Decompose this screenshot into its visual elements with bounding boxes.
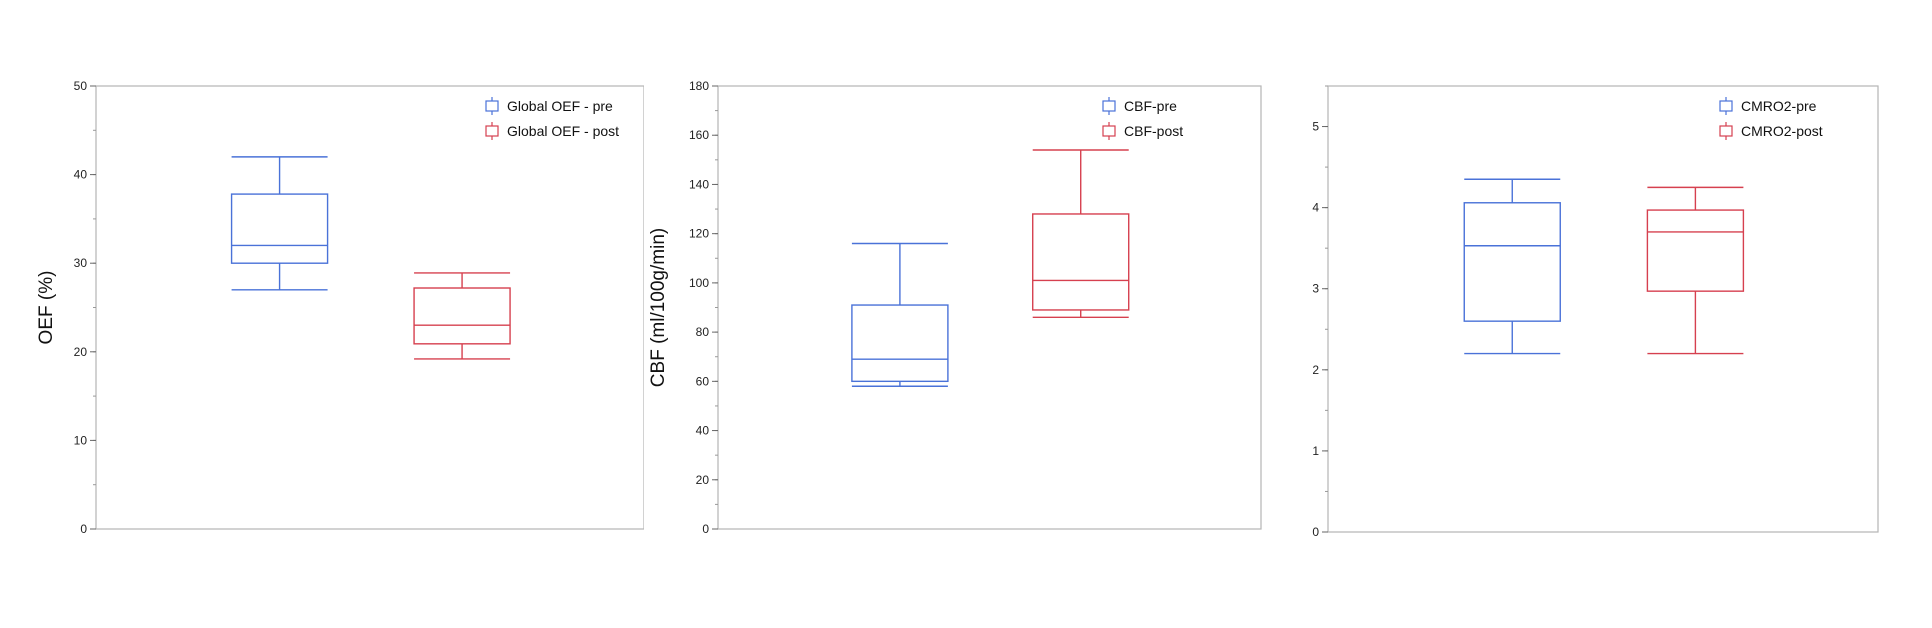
y-tick-label: 3 (1312, 282, 1319, 296)
iqr-box (1646, 209, 1745, 292)
legend-label: CBF-post (1124, 123, 1183, 139)
y-tick-label: 20 (696, 473, 710, 487)
legend-swatch (1719, 100, 1733, 112)
y-tick-label: 20 (74, 345, 88, 359)
y-tick-label: 60 (696, 374, 710, 388)
legend-label: Global OEF - post (507, 123, 619, 139)
box-post (1032, 149, 1130, 319)
iqr-box (230, 193, 329, 264)
plot-frame (95, 85, 644, 530)
legend-swatch (1102, 125, 1116, 137)
legend-swatch (485, 125, 499, 137)
y-tick-label: 10 (74, 433, 88, 447)
y-tick-label: 30 (74, 256, 88, 270)
legend-item-pre: Global OEF - pre (485, 97, 613, 115)
legend-swatch (485, 100, 499, 112)
cbf-chart: 0 20 40 60 80 100 120 140 160 180 CBF (ml/100g/min… (648, 79, 1262, 536)
legend-swatch (1719, 125, 1733, 137)
legend-item-post: CBF-post (1102, 122, 1183, 140)
iqr-box (851, 304, 949, 383)
legend-item-pre: CMRO2-pre (1719, 97, 1817, 115)
y-tick-label: 120 (689, 227, 709, 241)
oef-panel: 0 10 20 30 40 50 OEF (%) Global OEF - pre Global… (0, 0, 644, 628)
box-pre (230, 156, 329, 291)
legend-label: CBF-pre (1124, 98, 1177, 114)
y-tick-label: 160 (689, 128, 709, 142)
legend-label: CMRO2-pre (1741, 98, 1817, 114)
legend-item-post: CMRO2-post (1719, 122, 1823, 140)
y-axis-title: CBF (ml/100g/min) (648, 228, 669, 387)
iqr-box (413, 287, 511, 345)
y-tick-label: 140 (689, 177, 709, 191)
box-post (413, 272, 511, 360)
legend-label: CMRO2-post (1741, 123, 1823, 139)
y-tick-label: 100 (689, 276, 709, 290)
y-tick-label: 50 (74, 79, 88, 93)
y-tick-label: 40 (696, 424, 710, 438)
legend-item-pre: CBF-pre (1102, 97, 1177, 115)
box-pre (1463, 178, 1561, 355)
y-tick-label: 0 (80, 522, 87, 536)
cbf-panel: 0 20 40 60 80 100 120 140 160 180 CBF (ml/100g/min… (644, 0, 1288, 628)
iqr-box (1463, 202, 1561, 322)
y-axis-title: OEF (%) (36, 271, 57, 345)
y-tick-label: 0 (702, 522, 709, 536)
y-tick-label: 80 (696, 325, 710, 339)
plot-frame (717, 85, 1262, 530)
y-tick-label: 5 (1312, 120, 1319, 134)
y-tick-label: 1 (1312, 444, 1319, 458)
y-tick-label: 40 (74, 168, 88, 182)
y-tick-label: 180 (689, 79, 709, 93)
y-tick-label: 2 (1312, 363, 1319, 377)
legend-item-post: Global OEF - post (485, 122, 619, 140)
legend-swatch (1102, 100, 1116, 112)
plot-frame (1327, 85, 1879, 533)
iqr-box (1032, 213, 1130, 311)
box-post (1646, 186, 1745, 355)
y-tick-label: 4 (1312, 201, 1319, 215)
y-tick-label: 0 (1312, 525, 1319, 539)
oef-chart: 0 10 20 30 40 50 OEF (%) Global OEF - pre Global… (36, 79, 644, 536)
box-pre (851, 242, 949, 387)
legend-label: Global OEF - pre (507, 98, 613, 114)
